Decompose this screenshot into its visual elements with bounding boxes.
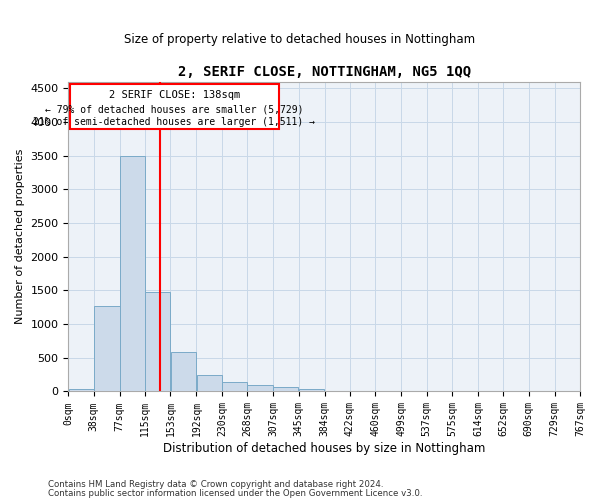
Text: Size of property relative to detached houses in Nottingham: Size of property relative to detached ho… (124, 32, 476, 46)
Text: 2 SERIF CLOSE: 138sqm: 2 SERIF CLOSE: 138sqm (109, 90, 240, 101)
Title: 2, SERIF CLOSE, NOTTINGHAM, NG5 1QQ: 2, SERIF CLOSE, NOTTINGHAM, NG5 1QQ (178, 65, 471, 79)
Bar (170, 352, 196, 392)
Bar (222, 382, 247, 392)
X-axis label: Distribution of detached houses by size in Nottingham: Distribution of detached houses by size … (163, 442, 485, 455)
Bar (145, 292, 170, 392)
Bar (197, 376, 221, 392)
Bar (325, 391, 350, 392)
Bar (299, 390, 325, 392)
Bar (68, 389, 94, 392)
Bar (247, 384, 273, 392)
Y-axis label: Number of detached properties: Number of detached properties (15, 149, 25, 324)
Text: Contains HM Land Registry data © Crown copyright and database right 2024.: Contains HM Land Registry data © Crown c… (48, 480, 383, 489)
Bar (120, 156, 145, 392)
Bar (70, 84, 278, 128)
Bar (274, 388, 298, 392)
Text: 21% of semi-detached houses are larger (1,511) →: 21% of semi-detached houses are larger (… (34, 116, 316, 126)
Text: Contains public sector information licensed under the Open Government Licence v3: Contains public sector information licen… (48, 490, 422, 498)
Text: ← 79% of detached houses are smaller (5,729): ← 79% of detached houses are smaller (5,… (45, 105, 304, 115)
Bar (94, 306, 119, 392)
